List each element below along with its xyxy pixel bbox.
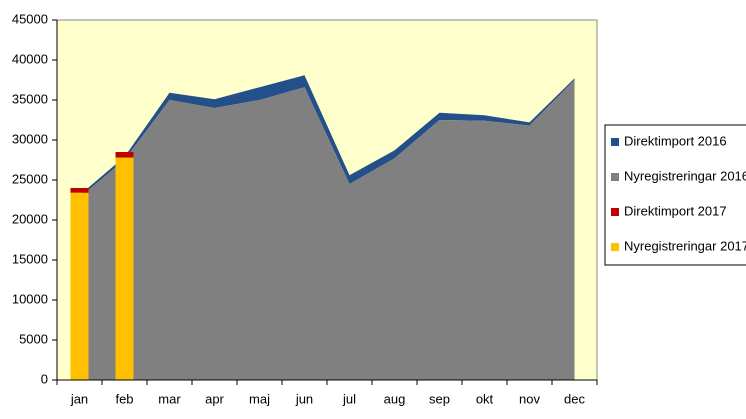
legend-swatch [611, 243, 619, 251]
y-tick-label: 10000 [12, 291, 48, 306]
x-tick-label: aug [384, 391, 406, 406]
x-tick-label: nov [519, 391, 540, 406]
y-tick-label: 40000 [12, 51, 48, 66]
legend-swatch [611, 138, 619, 146]
legend-label: Nyregistreringar 2016 [624, 168, 746, 183]
y-tick-label: 45000 [12, 11, 48, 26]
x-tick-label: feb [115, 391, 133, 406]
legend-swatch [611, 208, 619, 216]
y-tick-label: 0 [41, 371, 48, 386]
x-tick-label: maj [249, 391, 270, 406]
y-tick-label: 20000 [12, 211, 48, 226]
y-tick-label: 25000 [12, 171, 48, 186]
bar [115, 157, 134, 380]
legend-label: Direktimport 2017 [624, 203, 727, 218]
x-tick-label: apr [205, 391, 224, 406]
y-tick-label: 5000 [19, 331, 48, 346]
area [79, 75, 575, 198]
x-tick-label: mar [158, 391, 181, 406]
y-tick-label: 35000 [12, 91, 48, 106]
legend [604, 124, 746, 266]
x-tick-label: jul [342, 391, 356, 406]
bar [70, 192, 89, 380]
legend-label: Direktimport 2016 [624, 133, 727, 148]
x-tick-label: jan [70, 391, 88, 406]
legend-label: Nyregistreringar 2017 [624, 238, 746, 253]
area [79, 80, 575, 380]
x-tick-label: okt [476, 391, 494, 406]
x-tick-label: jun [295, 391, 313, 406]
y-tick-label: 30000 [12, 131, 48, 146]
y-tick-label: 15000 [12, 251, 48, 266]
x-tick-label: sep [429, 391, 450, 406]
x-tick-label: dec [564, 391, 585, 406]
bar [70, 188, 89, 193]
legend-swatch [611, 173, 619, 181]
bar [115, 152, 134, 158]
